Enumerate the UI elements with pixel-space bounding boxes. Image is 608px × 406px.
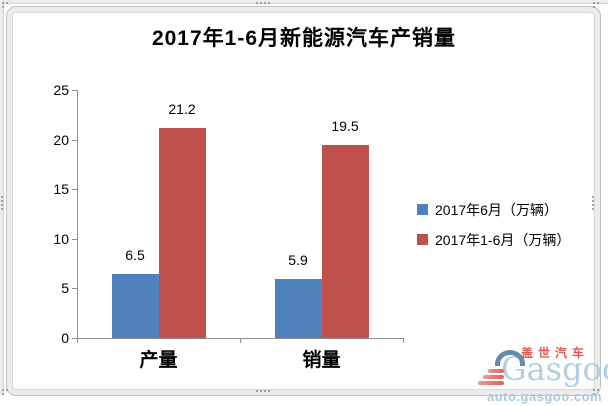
- y-axis-tick-label: 20: [53, 131, 69, 148]
- resize-handle-middle-left[interactable]: [1, 196, 3, 210]
- legend-item-0[interactable]: 2017年6月（万辆）: [417, 201, 570, 218]
- y-axis-tick: [72, 238, 77, 240]
- gasgoo-watermark: Gasgoo 盖世汽车 auto.gasgoo.com: [476, 342, 608, 406]
- bar-value-label: 21.2: [168, 100, 196, 117]
- resize-handle-middle-right[interactable]: [592, 196, 594, 210]
- chart-selection-frame: [6, 6, 601, 396]
- legend-swatch-icon: [417, 204, 428, 215]
- resize-handle-bottom-left[interactable]: [2, 389, 8, 395]
- bar-series1-cat1[interactable]: [321, 144, 369, 338]
- legend-swatch-icon: [417, 234, 428, 245]
- legend-label: 2017年6月（万辆）: [435, 201, 558, 218]
- y-axis-tick: [72, 288, 77, 290]
- resize-handle-bottom-center[interactable]: [256, 390, 270, 392]
- y-axis-tick: [72, 338, 77, 339]
- bar-value-label: 5.9: [288, 252, 308, 269]
- x-axis-tick: [403, 338, 404, 343]
- bar-value-label: 19.5: [331, 117, 359, 134]
- y-axis-tick: [72, 139, 77, 141]
- gasgoo-stripe-icon: [488, 369, 504, 373]
- resize-handle-top-right[interactable]: [593, 2, 599, 8]
- y-axis-tick-label: 25: [53, 82, 69, 98]
- legend-label: 2017年1-6月（万辆）: [435, 231, 571, 248]
- resize-handle-bottom-right[interactable]: [593, 389, 599, 395]
- y-axis-tick-label: 15: [53, 181, 69, 198]
- gasgoo-stripe-icon: [483, 375, 504, 379]
- legend: 2017年6月（万辆） 2017年1-6月（万辆）: [417, 201, 570, 261]
- category-label-1: 销量: [302, 350, 341, 371]
- y-axis-tick: [72, 90, 77, 91]
- window-top-edge: [0, 0, 608, 4]
- y-axis-line: [77, 90, 78, 343]
- y-axis-tick-label: 10: [53, 230, 69, 247]
- y-axis-tick-label: 0: [61, 330, 69, 346]
- x-axis-tick: [240, 338, 241, 343]
- bar-series1-cat0[interactable]: [158, 127, 206, 338]
- bar-value-label: 6.5: [125, 246, 145, 263]
- resize-handle-top-center[interactable]: [256, 2, 270, 4]
- gasgoo-stripe-icon: [478, 381, 504, 385]
- y-axis-tick-label: 5: [61, 280, 69, 297]
- legend-item-1[interactable]: 2017年1-6月（万辆）: [417, 231, 570, 248]
- x-axis-tick: [77, 338, 78, 343]
- gasgoo-arc-icon: [495, 350, 525, 366]
- chart-title: 2017年1-6月新能源汽车产销量: [151, 27, 457, 50]
- y-axis-tick: [72, 189, 77, 191]
- gasgoo-url: auto.gasgoo.com: [487, 389, 603, 404]
- bar-series0-cat1[interactable]: [274, 279, 322, 338]
- category-label-0: 产量: [139, 350, 178, 371]
- gasgoo-chinese-name: 盖世汽车: [521, 346, 590, 360]
- resize-handle-top-left[interactable]: [2, 2, 8, 8]
- bar-series0-cat0[interactable]: [111, 273, 159, 338]
